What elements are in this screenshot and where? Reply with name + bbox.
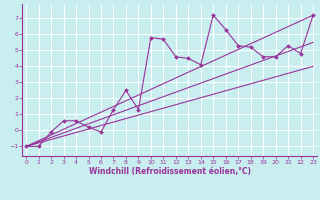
X-axis label: Windchill (Refroidissement éolien,°C): Windchill (Refroidissement éolien,°C) [89,167,251,176]
